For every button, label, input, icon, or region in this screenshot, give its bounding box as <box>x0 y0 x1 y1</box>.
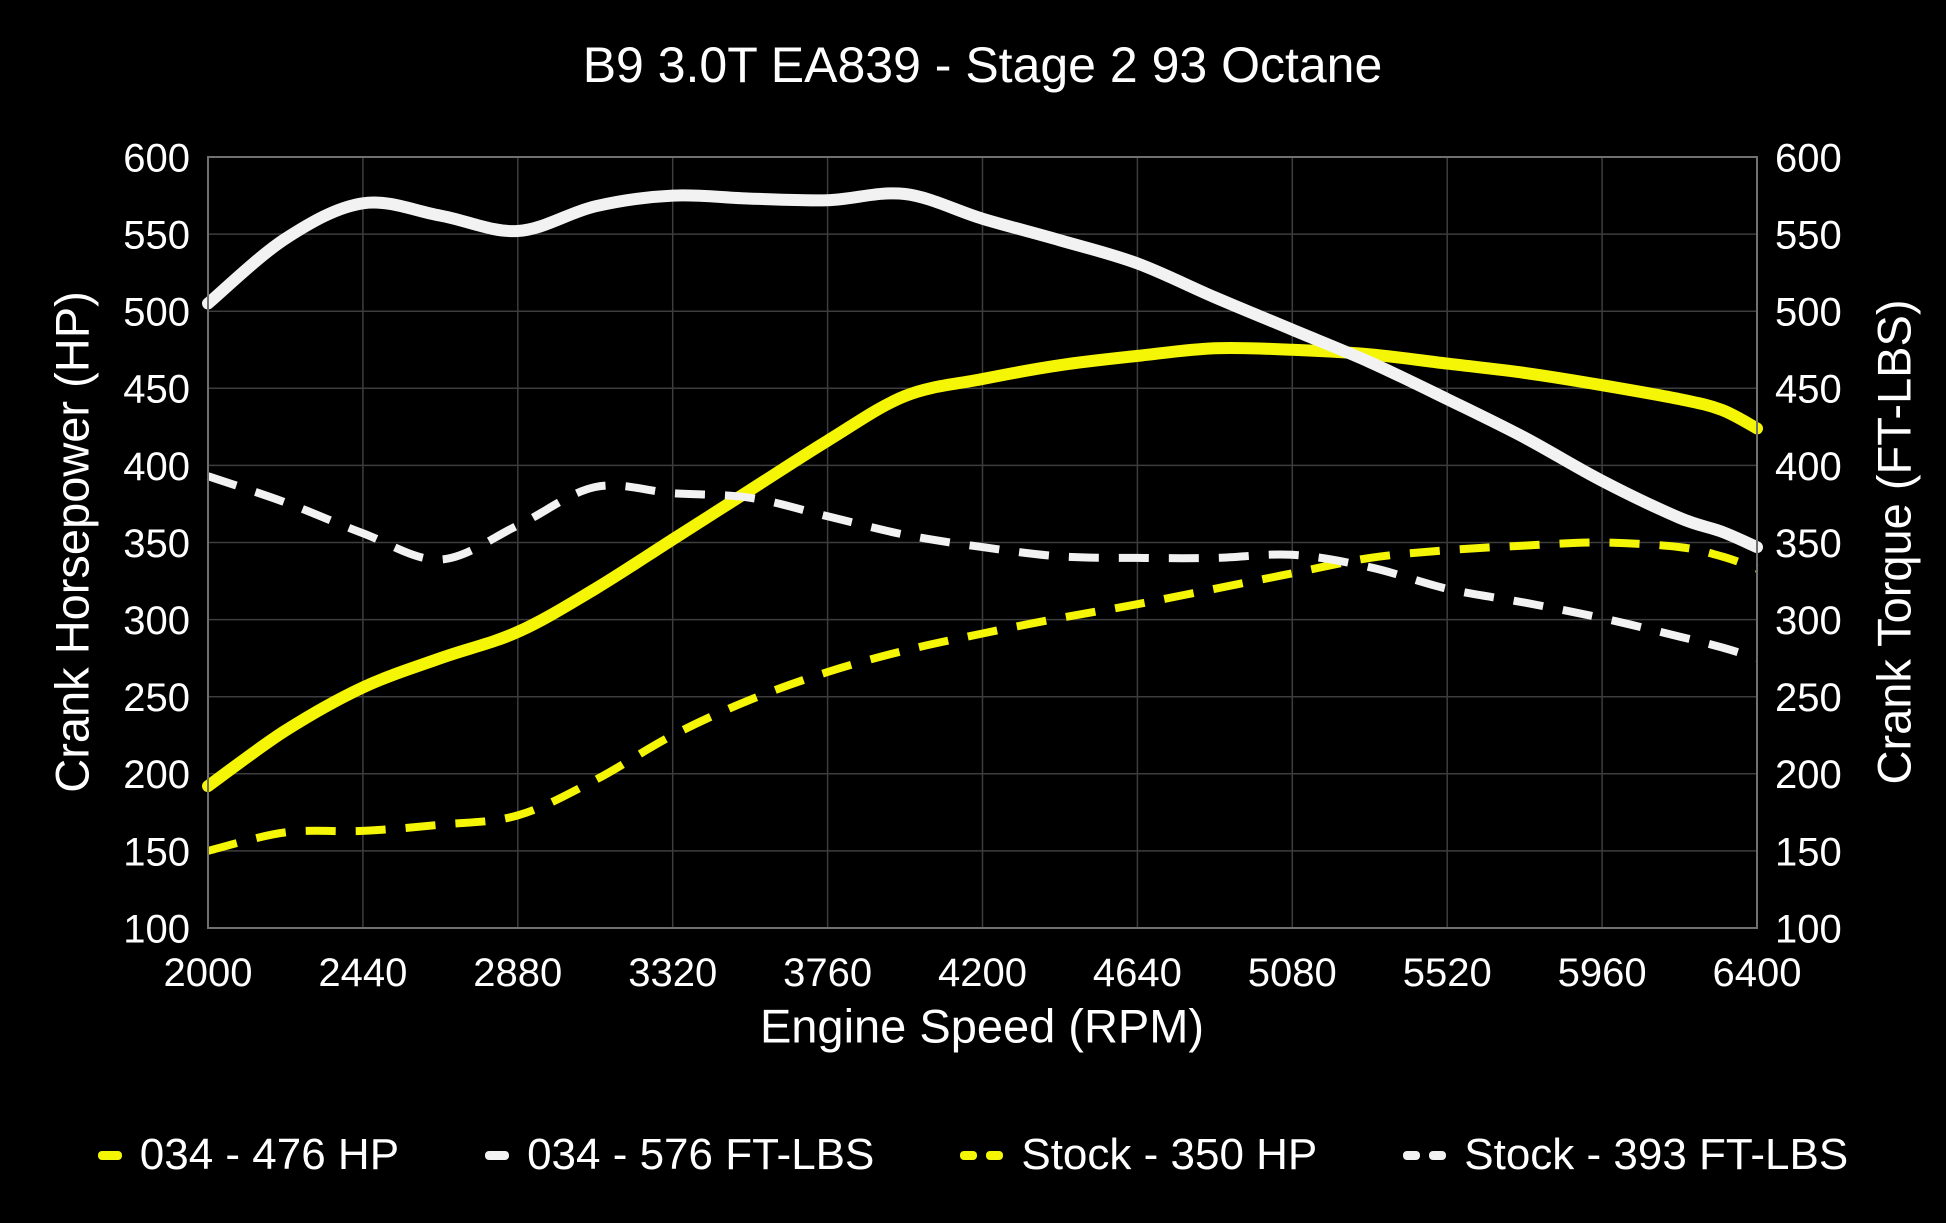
x-axis-label: Engine Speed (RPM) <box>759 999 1205 1053</box>
series-curve-034-576-ft-lbs <box>202 187 1763 554</box>
legend-dashed-line-icon <box>1403 1150 1447 1160</box>
x-tick-4640: 4640 <box>1093 951 1182 995</box>
legend-label: 034 - 576 FT-LBS <box>527 1130 875 1179</box>
y-tick-left-150: 150 <box>123 830 190 874</box>
x-tick-3320: 3320 <box>628 951 717 995</box>
y-tick-left-400: 400 <box>123 445 190 489</box>
x-tick-2440: 2440 <box>318 951 407 995</box>
plot-border <box>207 156 1758 929</box>
y-tick-left-300: 300 <box>123 599 190 643</box>
legend-item-stock-350-hp: Stock - 350 HP <box>960 1130 1317 1180</box>
legend-label: Stock - 393 FT-LBS <box>1464 1130 1849 1179</box>
legend-dash-segment <box>986 1150 1004 1160</box>
legend-item-034-576-ft-lbs: 034 - 576 FT-LBS <box>485 1130 874 1180</box>
legend-dash-segment <box>1403 1150 1421 1160</box>
tick-labels: 100 100 150 150 200 200 250 250 300 300 350 350 400 4… <box>123 136 1842 995</box>
y-tick-left-250: 250 <box>123 676 190 720</box>
legend-dashed-line-icon <box>960 1150 1004 1160</box>
legend-dash-segment <box>1429 1150 1447 1160</box>
legend-solid-line-icon <box>97 1150 122 1160</box>
legend-label: 034 - 476 HP <box>139 1130 400 1179</box>
y-tick-left-550: 550 <box>123 214 190 258</box>
y-tick-right-350: 350 <box>1775 522 1842 566</box>
legend-dash-segment <box>97 1150 122 1160</box>
series-curve-stock-393-ft-lbs <box>206 472 1759 663</box>
x-tick-3760: 3760 <box>783 951 872 995</box>
y-tick-left-100: 100 <box>123 907 190 951</box>
legend-item-stock-393-ft-lbs: Stock - 393 FT-LBS <box>1403 1130 1848 1180</box>
chart-title: B9 3.0T EA839 - Stage 2 93 Octane <box>582 37 1383 93</box>
y-tick-left-500: 500 <box>123 291 190 335</box>
x-tick-6400: 6400 <box>1713 951 1802 995</box>
x-tick-5520: 5520 <box>1403 951 1492 995</box>
legend-dash-segment <box>485 1150 510 1160</box>
y-tick-left-600: 600 <box>123 136 190 180</box>
y-tick-right-200: 200 <box>1775 753 1842 797</box>
y-tick-right-550: 550 <box>1775 214 1842 258</box>
series-curve-stock-350-hp <box>207 538 1759 855</box>
x-tick-5960: 5960 <box>1558 951 1647 995</box>
x-tick-2880: 2880 <box>473 951 562 995</box>
y-tick-left-350: 350 <box>123 522 190 566</box>
y-tick-right-250: 250 <box>1775 676 1842 720</box>
y-tick-left-450: 450 <box>123 368 190 412</box>
legend-dash-segment <box>960 1150 978 1160</box>
legend: 034 - 476 HP 034 - 576 FT-LBS Stock - 350 … <box>0 1120 1946 1190</box>
y-axis-label-left: Crank Horsepower (HP) <box>45 291 99 793</box>
legend-item-034-476-hp: 034 - 476 HP <box>97 1130 400 1180</box>
y-tick-right-100: 100 <box>1775 907 1842 951</box>
x-tick-4200: 4200 <box>938 951 1027 995</box>
x-tick-2000: 2000 <box>164 951 253 995</box>
legend-solid-line-icon <box>485 1150 510 1160</box>
series-curve-034-476-hp <box>202 341 1763 793</box>
y-tick-right-450: 450 <box>1775 368 1842 412</box>
y-tick-right-400: 400 <box>1775 445 1842 489</box>
y-tick-right-600: 600 <box>1775 136 1842 180</box>
y-tick-left-200: 200 <box>123 753 190 797</box>
y-axis-label-right: Crank Torque (FT-LBS) <box>1867 299 1921 785</box>
legend-label: Stock - 350 HP <box>1021 1130 1318 1179</box>
y-tick-right-500: 500 <box>1775 291 1842 335</box>
y-tick-right-300: 300 <box>1775 599 1842 643</box>
y-tick-right-150: 150 <box>1775 830 1842 874</box>
x-tick-5080: 5080 <box>1248 951 1337 995</box>
